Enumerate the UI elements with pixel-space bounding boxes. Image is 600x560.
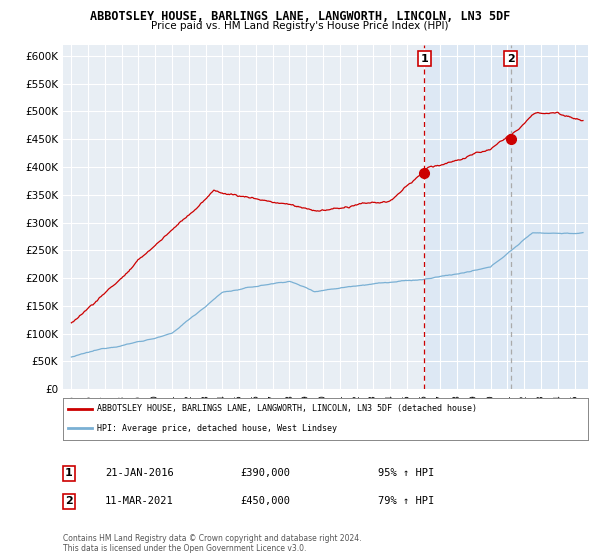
Text: 11-MAR-2021: 11-MAR-2021	[105, 496, 174, 506]
Text: HPI: Average price, detached house, West Lindsey: HPI: Average price, detached house, West…	[97, 424, 337, 433]
Text: 2: 2	[65, 496, 73, 506]
Bar	[511, 45, 588, 389]
Text: 79% ↑ HPI: 79% ↑ HPI	[378, 496, 434, 506]
Text: Price paid vs. HM Land Registry's House Price Index (HPI): Price paid vs. HM Land Registry's House …	[151, 21, 449, 31]
Text: Contains HM Land Registry data © Crown copyright and database right 2024.
This d: Contains HM Land Registry data © Crown c…	[63, 534, 361, 553]
Text: ABBOTSLEY HOUSE, BARLINGS LANE, LANGWORTH, LINCOLN, LN3 5DF: ABBOTSLEY HOUSE, BARLINGS LANE, LANGWORT…	[90, 10, 510, 22]
Bar	[424, 45, 511, 389]
Text: 1: 1	[65, 468, 73, 478]
Text: ABBOTSLEY HOUSE, BARLINGS LANE, LANGWORTH, LINCOLN, LN3 5DF (detached house): ABBOTSLEY HOUSE, BARLINGS LANE, LANGWORT…	[97, 404, 477, 413]
Text: 21-JAN-2016: 21-JAN-2016	[105, 468, 174, 478]
Text: £450,000: £450,000	[240, 496, 290, 506]
Text: 95% ↑ HPI: 95% ↑ HPI	[378, 468, 434, 478]
Text: £390,000: £390,000	[240, 468, 290, 478]
Text: 1: 1	[421, 54, 428, 64]
Text: 2: 2	[506, 54, 514, 64]
